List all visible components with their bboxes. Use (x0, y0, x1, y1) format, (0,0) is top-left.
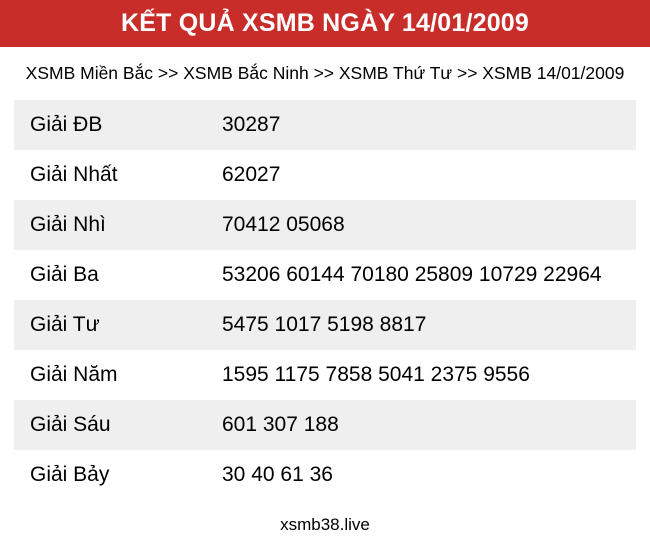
prize-numbers: 601 307 188 (222, 413, 339, 436)
prize-numbers: 70412 05068 (222, 213, 345, 236)
prize-label: Giải Sáu (30, 413, 111, 436)
prize-label: Giải Ba (30, 263, 99, 286)
prize-row: Giải Bảy 30 40 61 36 (14, 450, 636, 500)
prize-numbers: 5475 1017 5198 8817 (222, 313, 427, 336)
prize-row: Giải Năm 1595 1175 7858 5041 2375 9556 (14, 350, 636, 400)
prize-numbers: 53206 60144 70180 25809 10729 22964 (222, 263, 602, 286)
breadcrumb-separator: >> (308, 63, 339, 83)
prize-row: Giải Nhì 70412 05068 (14, 200, 636, 250)
prize-label: Giải Nhất (30, 163, 118, 186)
prize-row: Giải Tư 5475 1017 5198 8817 (14, 300, 636, 350)
breadcrumb: XSMB Miền Bắc >> XSMB Bắc Ninh >> XSMB T… (0, 47, 650, 100)
page-title: KẾT QUẢ XSMB NGÀY 14/01/2009 (120, 9, 530, 37)
prize-label: Giải ĐB (30, 113, 103, 136)
prize-row: Giải Sáu 601 307 188 (14, 400, 636, 450)
breadcrumb-link[interactable]: XSMB Thứ Tư (338, 63, 453, 83)
breadcrumb-separator: >> (153, 63, 184, 83)
breadcrumb-link[interactable]: XSMB 14/01/2009 (482, 63, 625, 83)
breadcrumb-link[interactable]: XSMB Bắc Ninh (183, 63, 309, 83)
prize-numbers: 30 40 61 36 (222, 463, 333, 486)
prize-label: Giải Tư (30, 313, 100, 336)
breadcrumb-separator: >> (452, 63, 483, 83)
prize-numbers: 62027 (222, 163, 281, 186)
breadcrumb-link[interactable]: XSMB Miền Bắc (25, 63, 154, 83)
site-name: xsmb38.live (280, 515, 370, 534)
prize-row: Giải Ba 53206 60144 70180 25809 10729 229… (14, 250, 636, 300)
prize-label: Giải Nhì (30, 213, 106, 236)
page-header: KẾT QUẢ XSMB NGÀY 14/01/2009 (0, 0, 650, 47)
prize-numbers: 1595 1175 7858 5041 2375 9556 (222, 363, 530, 386)
prize-label: Giải Bảy (30, 463, 110, 486)
page-footer: xsmb38.live (0, 500, 650, 550)
prize-numbers: 30287 (222, 113, 281, 136)
prize-row: Giải Nhất 62027 (14, 150, 636, 200)
prize-label: Giải Năm (30, 363, 118, 386)
prize-row: Giải ĐB 30287 (14, 100, 636, 150)
results-table: Giải ĐB 30287 Giải Nhất 62027 Giải Nhì 70412 … (14, 100, 636, 500)
